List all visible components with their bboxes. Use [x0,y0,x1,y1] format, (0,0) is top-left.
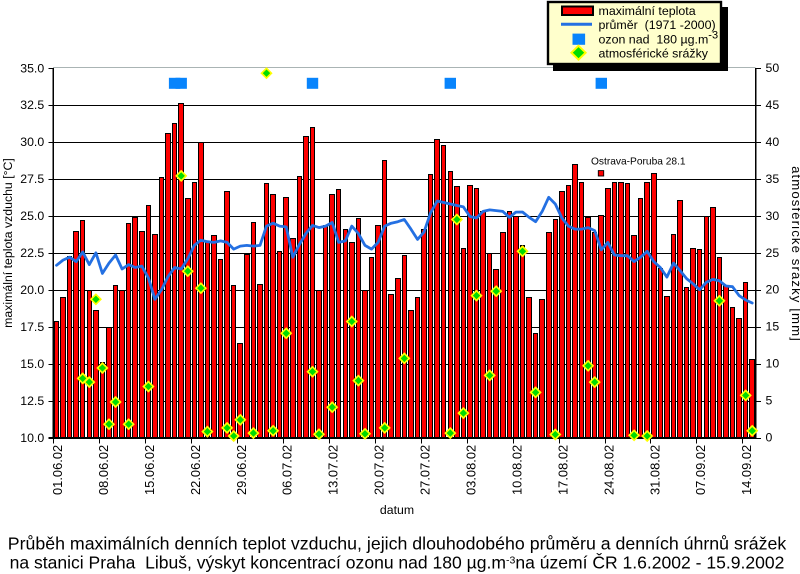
svg-text:32.5: 32.5 [20,98,44,112]
svg-text:40: 40 [766,135,780,149]
svg-text:17.5: 17.5 [20,320,44,334]
svg-text:22.06.02: 22.06.02 [188,445,203,495]
svg-text:30.0: 30.0 [20,135,44,149]
svg-text:35: 35 [766,172,780,186]
svg-text:17.08.02: 17.08.02 [555,445,570,495]
svg-text:30: 30 [766,209,780,223]
svg-text:10.08.02: 10.08.02 [509,445,524,495]
svg-text:07.09.02: 07.09.02 [693,445,708,495]
svg-text:20: 20 [766,283,780,297]
svg-text:31.08.02: 31.08.02 [647,445,662,495]
svg-text:průměr (1971 -2000): průměr (1971 -2000) [599,18,716,32]
svg-text:06.07.02: 06.07.02 [280,445,295,495]
svg-text:20.0: 20.0 [20,283,44,297]
svg-text:29.06.02: 29.06.02 [234,445,249,495]
svg-text:15.06.02: 15.06.02 [142,445,157,495]
svg-text:45: 45 [766,98,780,112]
svg-text:Ostrava-Poruba 28.1: Ostrava-Poruba 28.1 [591,157,686,168]
svg-text:10: 10 [766,357,780,371]
svg-text:10.0: 10.0 [20,431,44,445]
svg-text:24.08.02: 24.08.02 [601,445,616,495]
svg-text:na stanici Praha Libuš, výsky: na stanici Praha Libuš, výskyt koncentra… [10,552,785,573]
svg-text:maximální teplota: maximální teplota [599,4,696,18]
svg-text:ozon nad 180 µg.m-3: ozon nad 180 µg.m-3 [599,29,719,46]
svg-text:27.5: 27.5 [20,172,44,186]
svg-text:12.5: 12.5 [20,394,44,408]
svg-text:35.0: 35.0 [20,61,44,75]
svg-text:5: 5 [766,394,773,408]
svg-text:22.5: 22.5 [20,246,44,260]
svg-text:15.0: 15.0 [20,357,44,371]
svg-text:15: 15 [766,320,780,334]
svg-text:atmosférické srážky [mm]: atmosférické srážky [mm] [789,166,800,342]
svg-text:datum: datum [380,503,414,517]
svg-text:27.07.02: 27.07.02 [418,445,433,495]
svg-text:50: 50 [766,61,780,75]
svg-text:0: 0 [766,431,773,445]
svg-text:Průběh maximálních denních tep: Průběh maximálních denních teplot vzduch… [8,534,787,554]
svg-text:25: 25 [766,246,780,260]
svg-text:01.06.02: 01.06.02 [50,445,65,495]
svg-text:20.07.02: 20.07.02 [372,445,387,495]
svg-text:14.09.02: 14.09.02 [739,445,754,495]
svg-text:08.06.02: 08.06.02 [96,445,111,495]
svg-text:03.08.02: 03.08.02 [464,445,479,495]
svg-text:13.07.02: 13.07.02 [326,445,341,495]
svg-text:25.0: 25.0 [20,209,44,223]
svg-text:atmosférické srážky: atmosférické srážky [599,47,709,61]
svg-text:maximální teplota vzduchu [°C]: maximální teplota vzduchu [°C] [1,158,15,328]
